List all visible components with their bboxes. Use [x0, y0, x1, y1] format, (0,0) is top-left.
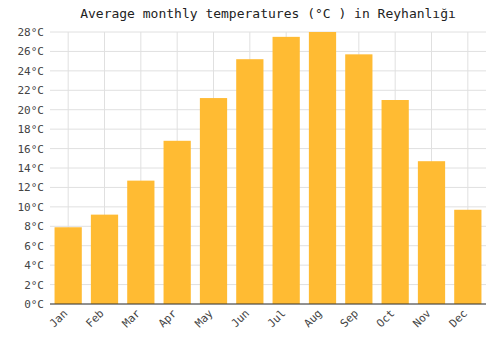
x-tick-label: May: [192, 307, 216, 331]
y-tick-label: 12°C: [18, 181, 45, 194]
x-tick-label: Sep: [338, 307, 361, 330]
title: Average monthly temperatures (°C ) in Re…: [80, 6, 456, 21]
x-tick-label: Jan: [47, 307, 70, 330]
bar: [418, 161, 445, 304]
x-tick-label: Aug: [301, 307, 324, 330]
y-tick-label: 16°C: [18, 143, 45, 156]
y-tick-label: 22°C: [18, 84, 45, 97]
x-tick-label: Jun: [229, 307, 252, 330]
bar: [236, 59, 263, 304]
y-grid-line: [50, 90, 486, 91]
bar: [164, 141, 191, 304]
bar: [309, 32, 336, 304]
y-tick-label: 2°C: [24, 279, 44, 292]
y-tick-label: 8°C: [24, 220, 44, 233]
y-tick-label: 18°C: [18, 123, 45, 136]
y-grid-line: [50, 70, 486, 71]
y-grid-line: [50, 32, 486, 33]
y-grid-line: [50, 148, 486, 149]
bar: [345, 54, 372, 304]
bar: [91, 215, 118, 304]
y-tick-label: 0°C: [24, 298, 44, 311]
axes: 0°C 2°C 4°C 6°C 8°C 10°C 12°C 14°C 16°C 18°C 20°C 2…: [18, 26, 470, 330]
y-tick-label: 10°C: [18, 201, 45, 214]
y-grid-line: [50, 51, 486, 52]
y-tick-label: 26°C: [18, 45, 45, 58]
x-tick-label: Feb: [83, 307, 106, 330]
y-tick-label: 20°C: [18, 104, 45, 117]
bar: [454, 210, 481, 304]
bars: [55, 32, 482, 304]
y-tick-label: 14°C: [18, 162, 45, 175]
y-grid-line: [50, 304, 486, 305]
y-tick-label: 24°C: [18, 65, 45, 78]
y-grid-line: [50, 109, 486, 110]
bar: [382, 100, 409, 304]
chart: Average monthly temperatures (°C ) in Re…: [0, 0, 500, 350]
x-tick-label: Jul: [265, 307, 288, 330]
y-grid-line: [50, 129, 486, 130]
bar: [55, 227, 82, 304]
x-tick-label: Apr: [156, 307, 180, 331]
bar: [273, 37, 300, 304]
y-tick-label: 4°C: [24, 259, 44, 272]
grid: [50, 32, 486, 304]
x-tick-label: Mar: [120, 307, 144, 331]
y-tick-label: 28°C: [18, 26, 45, 39]
bar: [127, 181, 154, 304]
x-tick-label: Oct: [374, 307, 397, 330]
bar: [200, 98, 227, 304]
y-tick-label: 6°C: [24, 240, 44, 253]
x-tick-label: Nov: [410, 307, 434, 331]
x-tick-label: Dec: [447, 307, 470, 330]
x-axis-line: [50, 304, 486, 305]
